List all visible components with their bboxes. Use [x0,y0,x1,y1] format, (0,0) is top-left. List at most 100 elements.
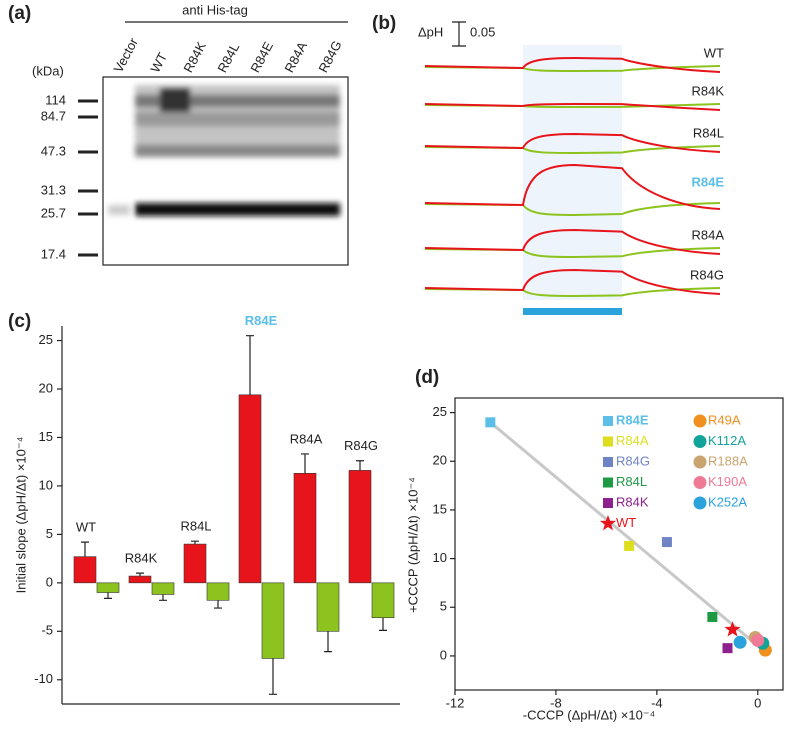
legend-label: R84L [616,474,647,489]
trace-red [424,268,721,295]
y-tick-label: 10 [433,550,447,565]
marker-label: 114 [45,92,66,107]
marker-label: 31.3 [41,182,66,197]
legend-label: R188A [708,453,748,468]
panel-a: (a) anti His-tag (kDa) Vector WT R84K R84L R… [8,2,349,266]
trace-red [424,56,721,73]
trace-red [424,132,721,153]
category-label: R84L [180,519,211,534]
lane-label: Vector [110,35,141,75]
marker-label: 17.4 [41,246,66,261]
trace-red [424,228,721,255]
x-tick-label: -8 [550,695,562,710]
y-tick-label: 20 [433,453,447,468]
marker-square [624,540,635,551]
y-tick-label: 5 [440,599,447,614]
y-tick-label: 0 [440,647,447,662]
blot-bands [108,85,340,216]
panel-label: (b) [372,13,396,34]
lane-label: R84A [281,39,310,75]
marker-label: 84.7 [41,108,66,123]
marker-square [485,417,496,428]
legend-label: K252A [708,494,747,509]
stimulus-bar [523,308,622,315]
bar [293,473,317,584]
bar [183,543,207,584]
lane-label: R84G [315,38,344,75]
marker-square [722,643,733,654]
legend-label: WT [616,515,636,530]
scale-bar [452,21,466,47]
bar [238,394,262,584]
lane-label: R84L [214,41,242,75]
x-axis-label: -CCCP (ΔpH/Δt) ×10⁻⁴ [523,707,656,722]
legend-label: R84E [616,412,649,427]
marker-circle [751,633,765,647]
marker-label: 25.7 [41,205,66,220]
panel-b: (b) ΔpH 0.05 WT R84K R84L R84E R84A R84G [372,13,724,315]
marker-circle [693,476,707,489]
bar [96,582,120,593]
y-tick-label: -5 [41,623,53,638]
lane-label: WT [147,50,170,75]
category-label: R84K [125,551,158,566]
antibody-label: anti His-tag [182,2,248,17]
x-tick-label: -4 [651,695,663,710]
category-label: R84A [290,431,323,446]
y-tick-label: 15 [433,501,447,516]
marker-circle [693,496,707,510]
error-bar [246,335,254,395]
trace-red [424,102,721,111]
error-bar [379,617,387,631]
marker-circle [693,414,707,428]
marker-square [603,436,613,447]
category-label: R84E [245,313,278,328]
trace-label: R84K [691,83,724,98]
trace-green [424,145,721,155]
y-tick-label: 15 [39,429,53,444]
marker-square [661,537,672,548]
trace-label: R84G [690,267,724,282]
error-bar [356,460,364,471]
legend-label: R84K [616,494,649,509]
category-label: WT [76,520,96,535]
y-tick-label: 0 [46,574,53,589]
trace-label: R84L [693,125,724,140]
trace-label: R84A [691,227,724,242]
x-tick-label: -12 [446,695,465,710]
unit-label: (kDa) [32,63,64,78]
trace-green [424,247,721,259]
legend-label: K190A [708,474,747,489]
y-tick-label: 25 [433,404,447,419]
marker-star [599,515,617,531]
panel-c: (c) Initial slope (ΔpH/Δt) ×10⁻⁴ -10 -5 0 5 10… [8,311,400,705]
category-label: R84G [344,438,378,453]
legend-label: R84A [616,433,649,448]
marker-label: 47.3 [41,143,66,158]
marker-square [603,498,613,508]
legend-label: R84G [616,453,650,468]
legend-label: K112A [708,433,746,448]
bar [128,575,152,584]
y-tick-label: 5 [46,526,53,541]
lane-label: R84K [180,39,209,75]
x-tick-label: 0 [754,695,761,710]
trace-label: R84E [691,174,724,189]
error-bar [269,658,277,695]
scale-label: ΔpH [418,24,443,39]
lane-label: R84E [247,39,276,75]
error-bar [136,572,144,577]
panel-label: (c) [8,311,31,332]
marker-circle [733,635,747,649]
y-tick-label: 10 [39,477,53,492]
bar [261,582,285,659]
bar [206,582,230,601]
marker-square [603,457,613,467]
y-axis-label: Initial slope (ΔpH/Δt) ×10⁻⁴ [13,437,28,594]
marker-circle [693,455,707,469]
error-bar [81,541,89,557]
error-bar [324,631,332,653]
bar [151,582,175,595]
trace-green [424,103,721,109]
y-tick-label: 20 [39,380,53,395]
